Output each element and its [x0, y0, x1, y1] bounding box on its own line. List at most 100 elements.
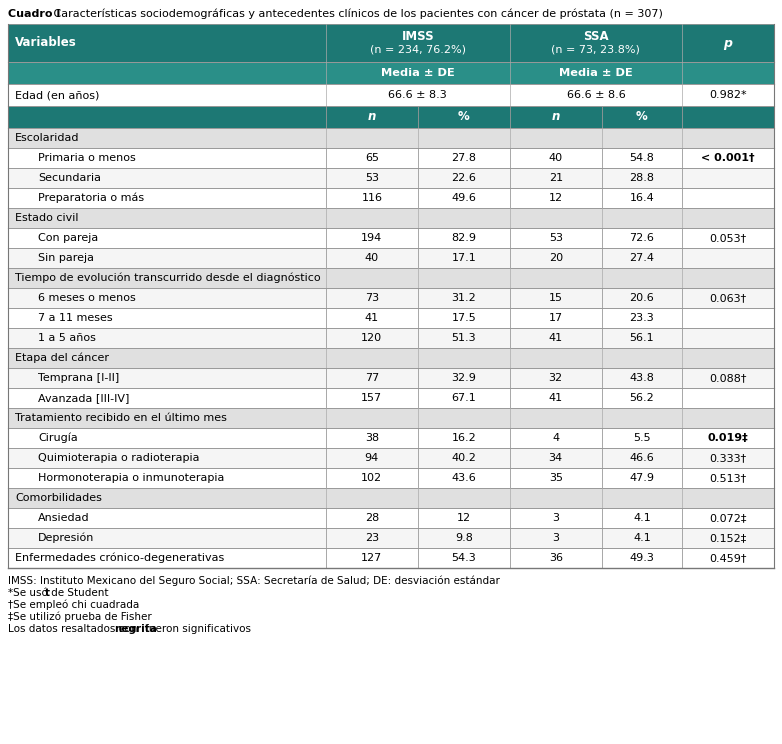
- Text: (n = 73, 23.8%): (n = 73, 23.8%): [551, 45, 640, 55]
- Bar: [8, 448, 774, 468]
- Bar: [8, 148, 774, 168]
- Text: Edad (en años): Edad (en años): [15, 90, 99, 100]
- Text: 0.459†: 0.459†: [709, 553, 747, 563]
- Bar: [8, 228, 774, 248]
- Text: 17: 17: [549, 313, 563, 323]
- Text: Los datos resaltados con: Los datos resaltados con: [8, 624, 143, 634]
- Text: 17.1: 17.1: [451, 253, 476, 263]
- Text: 38: 38: [364, 433, 379, 443]
- Text: Ansiedad: Ansiedad: [38, 513, 90, 523]
- Text: 40: 40: [364, 253, 379, 263]
- Text: 65: 65: [365, 153, 378, 163]
- Text: 82.9: 82.9: [451, 233, 476, 243]
- Text: 6 meses o menos: 6 meses o menos: [38, 293, 136, 303]
- Bar: [8, 268, 774, 288]
- Bar: [8, 188, 774, 208]
- Text: p: p: [723, 36, 733, 50]
- Text: 27.4: 27.4: [630, 253, 655, 263]
- Bar: [8, 428, 774, 448]
- Text: 17.5: 17.5: [451, 313, 476, 323]
- Text: Etapa del cáncer: Etapa del cáncer: [15, 353, 109, 363]
- Text: 116: 116: [361, 193, 382, 203]
- Text: 0.072‡: 0.072‡: [709, 513, 747, 523]
- Text: 7 a 11 meses: 7 a 11 meses: [38, 313, 113, 323]
- Text: 72.6: 72.6: [630, 233, 655, 243]
- Bar: [8, 368, 774, 388]
- Text: 120: 120: [361, 333, 382, 343]
- Text: 15: 15: [549, 293, 563, 303]
- Text: 51.3: 51.3: [451, 333, 476, 343]
- Text: n: n: [368, 111, 376, 124]
- Text: 5.5: 5.5: [633, 433, 651, 443]
- Text: Quimioterapia o radioterapia: Quimioterapia o radioterapia: [38, 453, 199, 463]
- Text: Comorbilidades: Comorbilidades: [15, 493, 102, 503]
- Bar: [8, 308, 774, 328]
- Text: 194: 194: [361, 233, 382, 243]
- Text: t: t: [45, 588, 50, 598]
- Text: Escolaridad: Escolaridad: [15, 133, 80, 143]
- Bar: [8, 106, 774, 128]
- Text: 56.1: 56.1: [630, 333, 655, 343]
- Text: 31.2: 31.2: [451, 293, 476, 303]
- Text: 54.3: 54.3: [451, 553, 476, 563]
- Text: 20.6: 20.6: [630, 293, 655, 303]
- Text: 27.8: 27.8: [451, 153, 476, 163]
- Text: Depresión: Depresión: [38, 533, 95, 543]
- Text: n: n: [551, 111, 560, 124]
- Text: Cirugía: Cirugía: [38, 433, 77, 443]
- Text: 0.053†: 0.053†: [709, 233, 747, 243]
- Text: 20: 20: [549, 253, 563, 263]
- Text: Con pareja: Con pareja: [38, 233, 99, 243]
- Text: de Student: de Student: [49, 588, 109, 598]
- Bar: [8, 24, 774, 62]
- Text: 102: 102: [361, 473, 382, 483]
- Text: 73: 73: [364, 293, 379, 303]
- Text: 22.6: 22.6: [451, 173, 476, 183]
- Text: Tiempo de evolución transcurrido desde el diagnóstico: Tiempo de evolución transcurrido desde e…: [15, 273, 321, 283]
- Text: 16.4: 16.4: [630, 193, 655, 203]
- Text: Tratamiento recibido en el último mes: Tratamiento recibido en el último mes: [15, 413, 227, 423]
- Text: 0.982*: 0.982*: [709, 90, 747, 100]
- Text: Cuadro I: Cuadro I: [8, 9, 60, 19]
- Text: 35: 35: [549, 473, 563, 483]
- Text: Avanzada [III-IV]: Avanzada [III-IV]: [38, 393, 129, 403]
- Text: 3: 3: [552, 513, 559, 523]
- Text: fueron significativos: fueron significativos: [143, 624, 251, 634]
- Bar: [8, 388, 774, 408]
- Text: 0.063†: 0.063†: [709, 293, 747, 303]
- Text: 49.6: 49.6: [451, 193, 476, 203]
- Text: 4.1: 4.1: [633, 533, 651, 543]
- Text: %: %: [636, 111, 647, 124]
- Text: %: %: [458, 111, 470, 124]
- Text: 3: 3: [552, 533, 559, 543]
- Text: < 0.001†: < 0.001†: [701, 153, 755, 163]
- Text: Enfermedades crónico-degenerativas: Enfermedades crónico-degenerativas: [15, 553, 224, 563]
- Bar: [8, 508, 774, 528]
- Text: 23: 23: [364, 533, 379, 543]
- Text: 77: 77: [364, 373, 379, 383]
- Text: 0.152‡: 0.152‡: [709, 533, 747, 543]
- Text: 0.333†: 0.333†: [709, 453, 747, 463]
- Text: 66.6 ± 8.6: 66.6 ± 8.6: [566, 90, 626, 100]
- Text: SSA: SSA: [583, 31, 608, 43]
- Text: 41: 41: [549, 393, 563, 403]
- Text: 0.513†: 0.513†: [709, 473, 747, 483]
- Text: 16.2: 16.2: [451, 433, 476, 443]
- Text: IMSS: IMSS: [401, 31, 434, 43]
- Text: Secundaria: Secundaria: [38, 173, 101, 183]
- Text: 66.6 ± 8.3: 66.6 ± 8.3: [389, 90, 447, 100]
- Text: 0.019‡: 0.019‡: [708, 433, 748, 443]
- Text: 36: 36: [549, 553, 563, 563]
- Text: 41: 41: [364, 313, 379, 323]
- Text: 56.2: 56.2: [630, 393, 655, 403]
- Text: 34: 34: [549, 453, 563, 463]
- Text: 9.8: 9.8: [455, 533, 472, 543]
- Text: 157: 157: [361, 393, 382, 403]
- Bar: [8, 128, 774, 148]
- Text: 47.9: 47.9: [630, 473, 655, 483]
- Text: *Se usó: *Se usó: [8, 588, 53, 598]
- Text: 43.8: 43.8: [630, 373, 655, 383]
- Text: 40: 40: [549, 153, 563, 163]
- Text: IMSS: Instituto Mexicano del Seguro Social; SSA: Secretaría de Salud; DE: desvia: IMSS: Instituto Mexicano del Seguro Soci…: [8, 576, 500, 586]
- Bar: [8, 548, 774, 568]
